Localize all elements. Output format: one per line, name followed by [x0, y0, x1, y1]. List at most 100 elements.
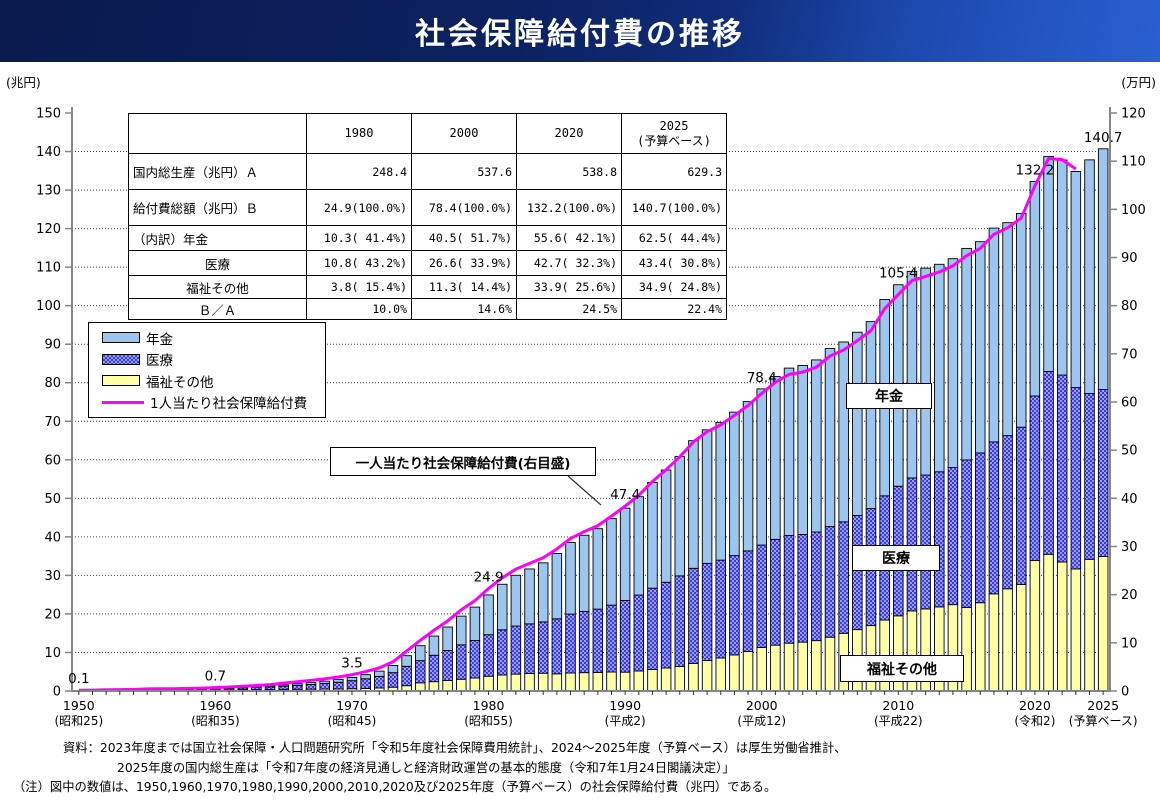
svg-text:(昭和35): (昭和35)	[191, 714, 240, 728]
cell: 24.5%	[516, 298, 622, 320]
cell: 78.4(100.0%)	[411, 189, 517, 226]
svg-text:1960: 1960	[200, 698, 232, 713]
source-note-line1: 資料：2023年度までは国立社会保障・人口問題研究所「令和5年度社会保障費用統計…	[63, 741, 847, 755]
row-label-ratio: Ｂ／Ａ	[128, 298, 307, 320]
cell: 132.2(100.0%)	[516, 189, 622, 226]
row-label-total: 給付費総額（兆円）Ｂ	[128, 189, 307, 226]
legend-item-medical: 医療	[102, 349, 321, 369]
cell: 26.6( 33.9%)	[411, 250, 517, 276]
svg-text:2025: 2025	[1087, 698, 1119, 713]
source-note-line2: 2025年度の国内総生産は「令和7年度の経済見通しと経済財政運営の基本的態度（令…	[117, 760, 735, 775]
svg-text:60: 60	[1121, 396, 1138, 411]
summary-table: 1980 2000 2020 2025 (予算ベース) 国内総生産（兆円）Ａ 24…	[128, 113, 727, 320]
legend-label: 福祉その他	[146, 374, 214, 391]
cell: 3.8( 15.4%)	[306, 275, 412, 299]
svg-text:2000: 2000	[746, 698, 778, 713]
cell: 40.5( 51.7%)	[411, 225, 517, 251]
svg-text:(予算ベース): (予算ベース)	[1069, 713, 1138, 728]
svg-text:100: 100	[1121, 203, 1146, 218]
svg-text:78.4: 78.4	[747, 370, 777, 386]
medical-swatch-icon	[102, 353, 140, 365]
svg-text:(平成22): (平成22)	[874, 714, 923, 728]
table-row: （内訳）年金 10.3( 41.4%) 40.5( 51.7%) 55.6( 4…	[128, 225, 727, 251]
table-row: 国内総生産（兆円）Ａ 248.4 537.6 538.8 629.3	[128, 153, 727, 190]
legend-item-welfare: 福祉その他	[102, 371, 321, 391]
svg-text:70: 70	[1121, 347, 1138, 362]
cell: 140.7(100.0%)	[621, 189, 727, 226]
row-label-gdp: 国内総生産（兆円）Ａ	[128, 153, 307, 190]
svg-text:90: 90	[44, 338, 61, 353]
cell: 22.4%	[621, 298, 727, 320]
svg-text:90: 90	[1121, 251, 1138, 266]
col-header-2025: 2025 (予算ベース)	[621, 113, 727, 154]
svg-text:40: 40	[44, 530, 61, 545]
row-label-medical: 医療	[128, 250, 307, 276]
cell: 629.3	[621, 153, 727, 190]
svg-text:2010: 2010	[882, 698, 914, 713]
cell: 10.8( 43.2%)	[306, 250, 412, 276]
svg-text:132.2: 132.2	[1016, 163, 1055, 179]
legend-label: 年金	[146, 331, 173, 348]
cell: 14.6%	[411, 298, 517, 320]
cell: 538.8	[516, 153, 622, 190]
cell: 33.9( 25.6%)	[516, 275, 622, 299]
cell: 42.7( 32.3%)	[516, 250, 622, 276]
right-axis-unit: (万円)	[1121, 75, 1156, 90]
cell: 43.4( 30.8%)	[621, 250, 727, 276]
title-banner: 社会保障給付費の推移	[0, 0, 1160, 62]
svg-text:60: 60	[44, 453, 61, 468]
svg-text:50: 50	[44, 492, 61, 507]
cell: 62.5( 44.4%)	[621, 225, 727, 251]
table-corner-cell	[128, 113, 307, 154]
col-header-2020: 2020	[516, 113, 622, 154]
svg-text:140: 140	[36, 145, 61, 160]
row-label-pension: （内訳）年金	[128, 225, 307, 251]
inplot-label-pension: 年金	[846, 383, 932, 409]
legend-item-line: 1人当たり社会保障給付費	[102, 392, 321, 412]
svg-text:130: 130	[36, 184, 61, 199]
cell: 248.4	[306, 153, 412, 190]
svg-text:30: 30	[44, 569, 61, 584]
per-capita-callout-box: 一人当たり社会保障給付費(右目盛)	[330, 447, 596, 476]
svg-text:10: 10	[1121, 636, 1138, 651]
svg-text:120: 120	[36, 222, 61, 237]
col-header-1980: 1980	[306, 113, 412, 154]
svg-text:24.9: 24.9	[474, 569, 504, 585]
cell: 10.3( 41.4%)	[306, 225, 412, 251]
svg-text:47.4: 47.4	[610, 487, 640, 503]
svg-text:1950: 1950	[63, 698, 95, 713]
cell: 537.6	[411, 153, 517, 190]
svg-text:(平成2): (平成2)	[605, 714, 646, 728]
svg-text:150: 150	[36, 107, 61, 122]
svg-text:70: 70	[44, 415, 61, 430]
table-row: 福祉その他 3.8( 15.4%) 11.3( 14.4%) 33.9( 25.…	[128, 275, 727, 299]
svg-text:1970: 1970	[336, 698, 368, 713]
svg-text:0: 0	[1121, 685, 1129, 700]
svg-text:0.1: 0.1	[68, 671, 89, 687]
svg-text:3.5: 3.5	[341, 656, 362, 672]
svg-text:(昭和25): (昭和25)	[55, 714, 104, 728]
inplot-label-medical: 医療	[852, 545, 940, 571]
svg-text:0.7: 0.7	[205, 669, 226, 685]
table-row: Ｂ／Ａ 10.0% 14.6% 24.5% 22.4%	[128, 298, 727, 320]
svg-text:0: 0	[53, 685, 61, 700]
svg-text:140.7: 140.7	[1084, 130, 1123, 146]
left-axis-unit: (兆円)	[6, 75, 41, 90]
table-row: 医療 10.8( 43.2%) 26.6( 33.9%) 42.7( 32.3%…	[128, 250, 727, 276]
svg-text:100: 100	[36, 299, 61, 314]
pension-swatch-icon	[102, 332, 140, 344]
svg-text:(令和2): (令和2)	[1014, 713, 1055, 728]
svg-text:105.4: 105.4	[879, 266, 918, 282]
svg-text:120: 120	[1121, 107, 1146, 122]
svg-text:80: 80	[44, 376, 61, 391]
svg-text:40: 40	[1121, 492, 1138, 507]
cell: 10.0%	[306, 298, 412, 320]
svg-text:110: 110	[1121, 155, 1146, 170]
footnotes: 資料：2023年度までは国立社会保障・人口問題研究所「令和5年度社会保障費用統計…	[13, 739, 847, 798]
svg-text:20: 20	[44, 607, 61, 622]
inplot-label-welfare: 福祉その他	[840, 655, 964, 682]
table-header-row: 1980 2000 2020 2025 (予算ベース)	[128, 113, 727, 154]
svg-text:1990: 1990	[609, 698, 641, 713]
legend-label: 1人当たり社会保障給付費	[150, 396, 308, 413]
